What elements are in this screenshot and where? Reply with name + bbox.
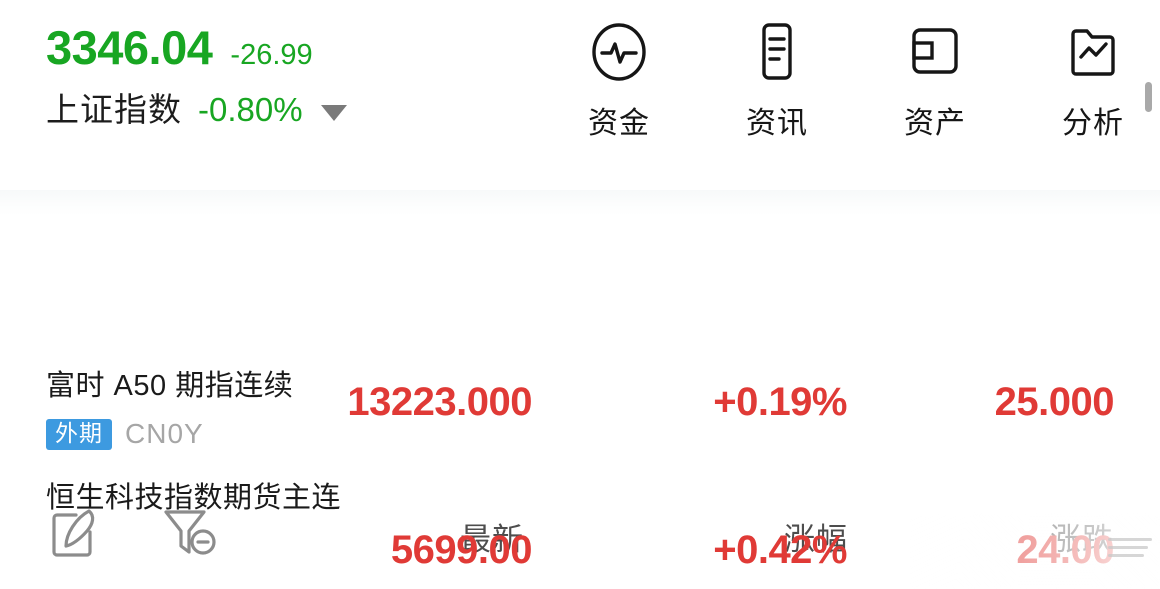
index-value: 3346.04 <box>46 21 213 74</box>
header-nav: 资金 资讯 <box>540 22 1160 142</box>
row-last-price: 13223.000 <box>347 380 532 424</box>
index-delta: -26.99 <box>230 39 313 71</box>
folder-chart-icon <box>1064 22 1122 82</box>
index-summary[interactable]: 3346.04 -26.99 上证指数 -0.80% <box>46 24 347 126</box>
caret-down-icon[interactable] <box>320 104 347 121</box>
index-price-row: 3346.04 -26.99 <box>46 24 347 71</box>
nav-label-news: 资讯 <box>746 107 808 140</box>
nav-label-assets: 资产 <box>904 107 966 140</box>
pulse-circle-icon <box>590 22 648 82</box>
edit-icon[interactable] <box>46 504 102 565</box>
table-row[interactable]: 恒生科技指数期货主连 外期 HTI 5699.00 +0.42% 24.00 <box>0 480 1160 589</box>
nav-item-analysis[interactable]: 分析 <box>1014 22 1160 142</box>
row-net-change: 24.00 <box>1016 528 1114 572</box>
nav-label-analysis: 分析 <box>1062 107 1124 140</box>
row-percent-change: +0.19% <box>713 380 847 424</box>
filter-minus-icon[interactable] <box>160 502 220 565</box>
table-row[interactable]: 富时 A50 期指连续 外期 CN0Y 13223.000 +0.19% 25.… <box>0 360 1160 480</box>
index-name-row[interactable]: 上证指数 -0.80% <box>46 93 347 126</box>
row-name: 恒生科技指数期货主连 <box>46 482 342 514</box>
row-percent-change: +0.42% <box>713 528 847 572</box>
quote-list: 富时 A50 期指连续 外期 CN0Y 13223.000 +0.19% 25.… <box>0 360 1160 589</box>
table-header: 最新 涨幅 涨跌 <box>0 246 1160 557</box>
document-lines-icon <box>748 22 806 82</box>
wallet-icon <box>906 22 964 82</box>
index-percent: -0.80% <box>198 91 303 128</box>
row-last-price: 5699.00 <box>390 528 533 572</box>
section-divider <box>0 190 1160 216</box>
nav-label-funds: 资金 <box>588 107 650 140</box>
column-header-percent[interactable]: 涨幅 <box>784 522 848 557</box>
nav-item-funds[interactable]: 资金 <box>540 22 698 142</box>
column-header-last[interactable]: 最新 <box>460 522 524 557</box>
row-meta: 外期 CN0Y <box>46 418 204 450</box>
row-net-change: 25.000 <box>994 380 1115 424</box>
index-name: 上证指数 <box>46 91 182 128</box>
nav-item-assets[interactable]: 资产 <box>856 22 1014 142</box>
scrollbar-thumb[interactable] <box>1145 82 1152 112</box>
row-code: CN0Y <box>125 418 204 449</box>
row-name: 富时 A50 期指连续 <box>46 370 294 402</box>
nav-item-news[interactable]: 资讯 <box>698 22 856 142</box>
index-header: 3346.04 -26.99 上证指数 -0.80% 资金 <box>0 0 1160 190</box>
status-badge: 外期 <box>46 418 112 450</box>
